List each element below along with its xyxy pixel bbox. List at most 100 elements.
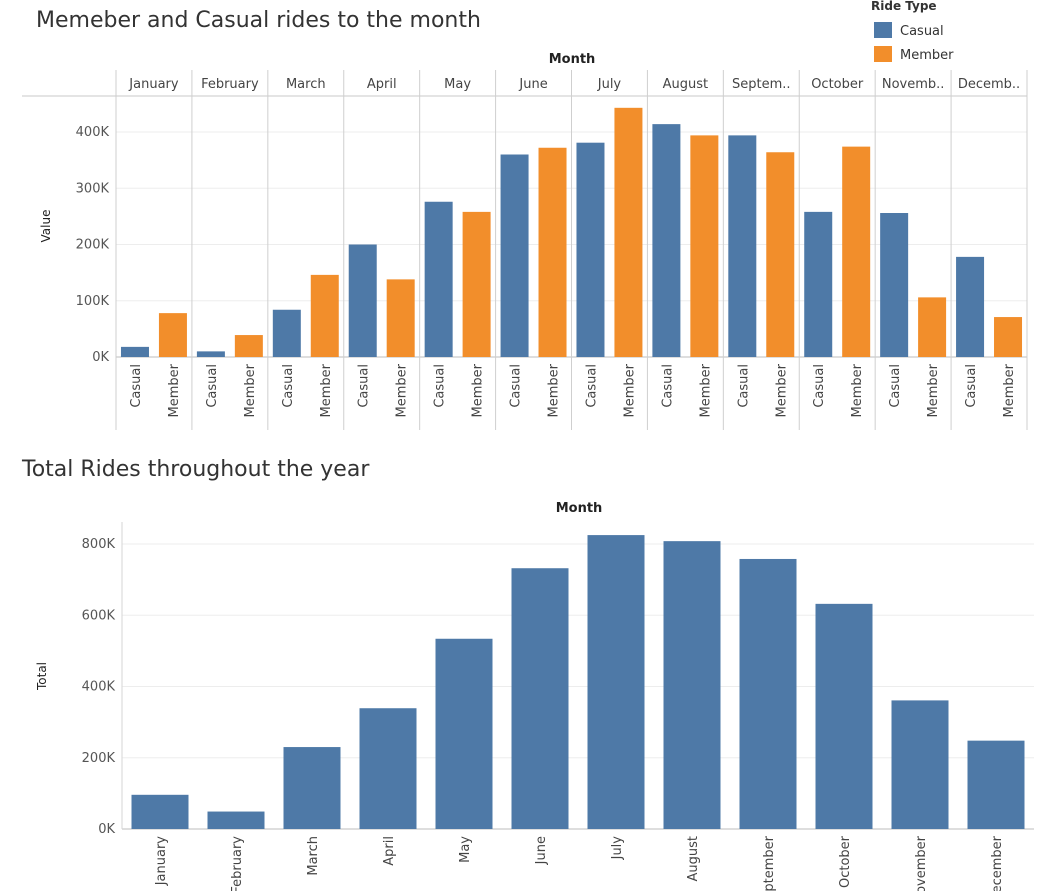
chart1-bar-member[interactable] (462, 211, 491, 357)
chart1-ride-type-label: Member (547, 363, 562, 417)
chart2-title: Total Rides throughout the year (21, 457, 370, 482)
chart1-bar-member[interactable] (994, 317, 1023, 357)
chart2-gridlines (121, 522, 1034, 830)
chart1-ride-type-label: Casual (129, 364, 144, 408)
chart2-month-label: March (306, 836, 321, 876)
chart1-bar-member[interactable] (538, 147, 567, 357)
chart1-bar-member[interactable] (386, 279, 415, 357)
chart1-ride-type-label: Casual (660, 364, 675, 408)
chart1-ride-type-label: Casual (281, 364, 296, 408)
chart2: Total Rides throughout the year Month To… (21, 457, 1034, 891)
chart1-bar-member[interactable] (234, 335, 263, 357)
chart1-title: Memeber and Casual rides to the month (36, 8, 481, 33)
chart2-bar[interactable] (283, 747, 341, 829)
legend-label-member[interactable]: Member (900, 48, 954, 63)
chart1-bar-casual[interactable] (652, 124, 681, 357)
legend-swatch-casual (874, 22, 892, 38)
chart1-ride-type-label: Member (1002, 363, 1017, 417)
chart2-y-tick-label: 0K (98, 822, 115, 837)
chart1-y-tick-label: 200K (76, 238, 110, 253)
chart2-month-label: November (914, 835, 929, 891)
chart1-month-label: Novemb.. (882, 77, 945, 92)
chart1-y-tick-label: 0K (92, 350, 109, 365)
chart1-ride-type-label: Member (243, 363, 258, 417)
chart2-y-ticks: 0K 200K 400K 600K 800K (82, 537, 116, 837)
chart1-column-header: Month (549, 52, 596, 67)
chart1-ride-type-label: Member (926, 363, 941, 417)
chart1-ride-type-label: Member (698, 363, 713, 417)
chart1-y-ticks: 0K 100K 200K 300K 400K (76, 125, 110, 365)
chart2-column-header: Month (556, 501, 603, 516)
chart1-bar-casual[interactable] (120, 346, 149, 357)
chart1-bar-member[interactable] (766, 152, 795, 357)
chart1-bar-member[interactable] (690, 135, 719, 357)
chart1-month-label: February (201, 77, 259, 92)
chart2-bar[interactable] (587, 535, 645, 829)
chart2-bar[interactable] (739, 558, 797, 829)
chart1-month-label: January (128, 77, 179, 92)
chart2-month-label: January (154, 836, 169, 887)
chart1-ride-type-labels: Casual Member Casual Member Casual Member Casu… (129, 363, 1017, 417)
legend-label-casual[interactable]: Casual (900, 24, 944, 39)
chart2-y-tick-label: 400K (82, 680, 116, 695)
chart1-month-label: July (597, 77, 622, 92)
chart1-bar-casual[interactable] (424, 201, 453, 357)
chart2-bar[interactable] (815, 603, 873, 829)
chart2-bar[interactable] (359, 708, 417, 829)
chart1-y-axis-title: Value (39, 210, 53, 243)
chart1-bar-casual[interactable] (956, 256, 985, 357)
chart1-bar-casual[interactable] (348, 244, 377, 358)
chart1-y-tick-label: 400K (76, 125, 110, 140)
chart2-month-label: April (382, 836, 397, 866)
chart1-month-label: Septem.. (732, 77, 791, 92)
chart1-ride-type-label: Casual (812, 364, 827, 408)
chart1-bar-member[interactable] (918, 297, 947, 357)
legend: Ride Type Casual Member (871, 0, 954, 63)
chart1-bar-member[interactable] (614, 107, 643, 357)
chart1-bar-casual[interactable] (576, 142, 605, 357)
chart2-bar[interactable] (207, 811, 265, 829)
chart1-ride-type-label: Casual (509, 364, 524, 408)
chart1-ride-type-label: Casual (736, 364, 751, 408)
chart2-bar[interactable] (511, 568, 569, 829)
chart1-bar-casual[interactable] (880, 213, 909, 357)
chart1-month-label: October (811, 77, 864, 92)
chart1-month-label: Decemb.. (958, 77, 1020, 92)
chart1-y-tick-label: 100K (76, 294, 110, 309)
chart1-month-label: April (367, 77, 397, 92)
chart1-ride-type-label: Member (850, 363, 865, 417)
chart1-column-labels: January February March April May June July Augu… (128, 77, 1020, 92)
chart2-y-axis-title: Total (35, 662, 49, 691)
chart1-ride-type-label: Member (395, 363, 410, 417)
chart1-bars[interactable] (120, 107, 1023, 358)
chart1-ride-type-label: Casual (357, 364, 372, 408)
chart1-bar-casual[interactable] (804, 211, 833, 357)
chart1-ride-type-label: Member (319, 363, 334, 417)
chart1-bar-casual[interactable] (196, 351, 225, 357)
chart2-bar[interactable] (967, 740, 1025, 829)
legend-title: Ride Type (871, 0, 937, 13)
chart2-bars[interactable] (131, 535, 1025, 829)
chart2-month-label: July (610, 836, 625, 861)
chart1-month-label: August (663, 77, 709, 92)
chart2-month-label: September (762, 835, 777, 891)
chart1-bar-member[interactable] (158, 313, 187, 357)
chart1-ride-type-label: Member (167, 363, 182, 417)
chart2-month-label: February (230, 836, 245, 891)
chart2-bar[interactable] (131, 794, 189, 829)
chart2-bar[interactable] (891, 700, 949, 829)
chart2-month-label: June (534, 836, 549, 865)
chart1-bar-casual[interactable] (272, 309, 301, 357)
chart1-bar-member[interactable] (842, 146, 871, 357)
chart2-month-label: December (990, 835, 1005, 891)
chart1-ride-type-label: Casual (964, 364, 979, 408)
chart2-bar[interactable] (435, 638, 493, 829)
chart1-bar-member[interactable] (310, 274, 339, 357)
chart1-ride-type-label: Member (774, 363, 789, 417)
chart2-x-labels: January February March April May June July Augu… (154, 835, 1005, 891)
chart2-bar[interactable] (663, 541, 721, 829)
chart1-bar-casual[interactable] (500, 154, 529, 358)
chart1-bar-casual[interactable] (728, 135, 757, 357)
chart1: Memeber and Casual rides to the month Mo… (22, 8, 1028, 430)
